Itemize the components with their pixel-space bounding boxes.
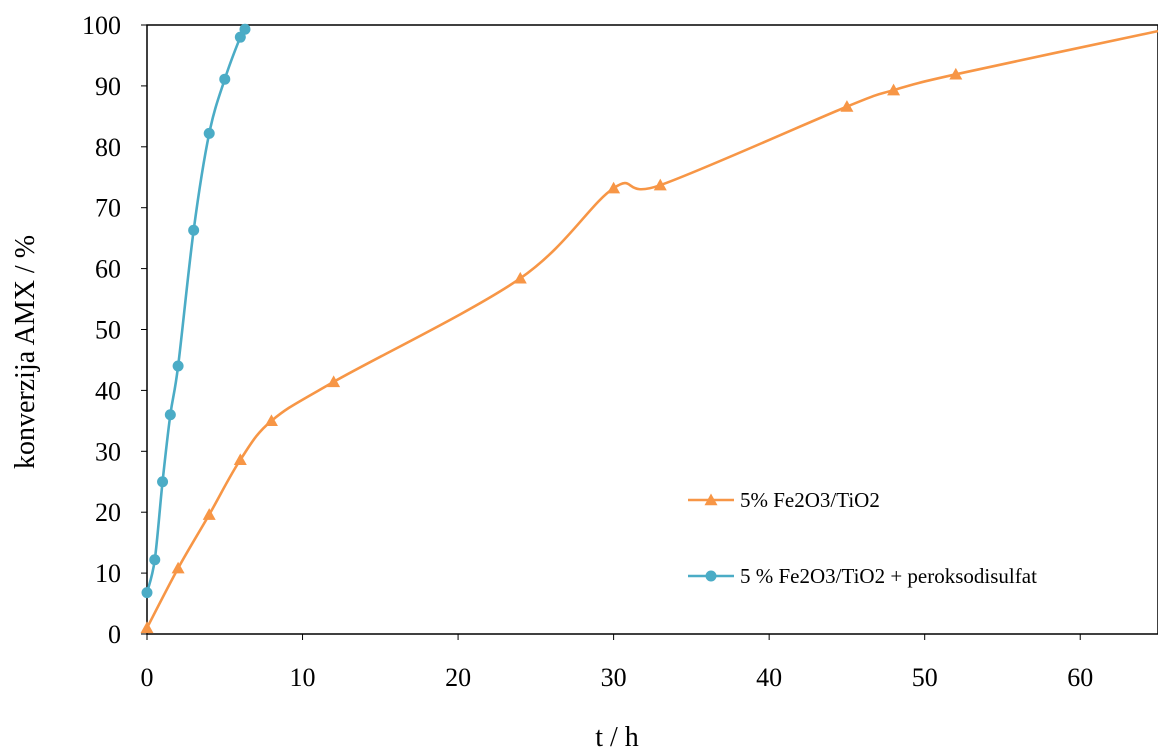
x-tick-label: 10 bbox=[290, 663, 316, 692]
data-point bbox=[233, 453, 247, 466]
data-point bbox=[202, 508, 216, 520]
series-0 bbox=[140, 29, 1158, 634]
y-tick-label: 100 bbox=[82, 11, 121, 40]
series-1 bbox=[141, 23, 251, 599]
data-point bbox=[840, 100, 854, 112]
y-tick-label: 60 bbox=[95, 255, 121, 284]
y-tick-label: 30 bbox=[95, 437, 121, 466]
legend-label: 5 % Fe2O3/TiO2 + peroksodisulfat bbox=[740, 564, 1037, 588]
legend-label: 5% Fe2O3/TiO2 bbox=[740, 488, 880, 512]
y-tick-label: 40 bbox=[95, 376, 121, 405]
y-tick-label: 80 bbox=[95, 133, 121, 162]
data-point bbox=[327, 375, 341, 388]
x-tick-label: 60 bbox=[1067, 663, 1093, 692]
data-point bbox=[239, 23, 251, 35]
data-point bbox=[140, 621, 154, 634]
data-point bbox=[264, 414, 278, 427]
data-point bbox=[157, 476, 169, 488]
ticks-layer: 0 10 20 30 40 50 60 0 10 20 30 40 50 60 70 80 90 100 bbox=[82, 11, 1093, 692]
y-tick-label: 20 bbox=[95, 498, 121, 527]
data-point bbox=[513, 271, 527, 284]
data-point bbox=[171, 561, 185, 574]
data-point bbox=[653, 178, 667, 191]
y-tick-label: 70 bbox=[95, 194, 121, 223]
legend-swatch-marker bbox=[705, 570, 717, 582]
x-tick-label: 20 bbox=[445, 663, 471, 692]
series-line bbox=[145, 29, 1158, 629]
data-point bbox=[149, 554, 161, 566]
data-point bbox=[219, 73, 231, 85]
legend: 5% Fe2O3/TiO2 5 % Fe2O3/TiO2 + peroksodis… bbox=[688, 488, 1037, 588]
data-point bbox=[234, 31, 246, 43]
x-axis-title: t / h bbox=[595, 722, 639, 749]
y-tick-label: 0 bbox=[108, 620, 121, 649]
data-point bbox=[203, 127, 215, 139]
data-point bbox=[164, 409, 176, 421]
y-tick-label: 50 bbox=[95, 316, 121, 345]
y-axis-title: konverzija AMX / % bbox=[10, 235, 41, 469]
data-point bbox=[949, 67, 963, 80]
x-tick-label: 30 bbox=[601, 663, 627, 692]
data-point bbox=[887, 83, 901, 96]
y-tick-label: 90 bbox=[95, 72, 121, 101]
data-point bbox=[188, 224, 200, 236]
data-point bbox=[607, 181, 621, 194]
plot-area bbox=[146, 24, 1158, 635]
series-layer bbox=[140, 23, 1158, 634]
legend-item: 5 % Fe2O3/TiO2 + peroksodisulfat bbox=[688, 564, 1037, 588]
x-tick-label: 40 bbox=[756, 663, 782, 692]
x-tick-label: 50 bbox=[912, 663, 938, 692]
x-tick-label: 0 bbox=[141, 663, 154, 692]
legend-swatch-marker bbox=[704, 493, 718, 506]
data-point bbox=[141, 587, 153, 599]
legend-item: 5% Fe2O3/TiO2 bbox=[688, 488, 880, 512]
data-point bbox=[172, 360, 184, 372]
series-line bbox=[145, 28, 247, 593]
y-tick-label: 10 bbox=[95, 559, 121, 588]
